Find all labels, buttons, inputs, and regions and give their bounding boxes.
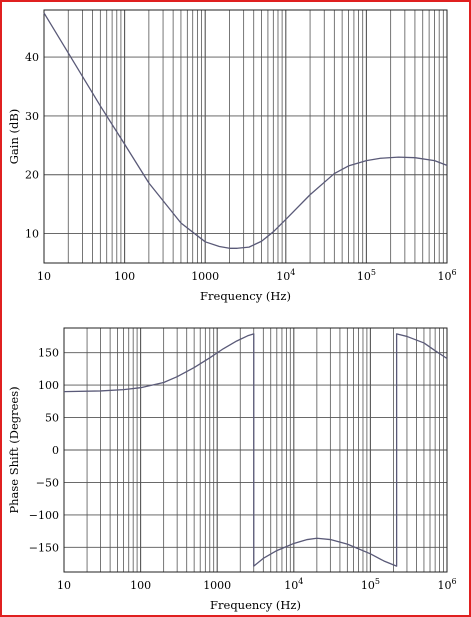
gain-series-line [43, 12, 448, 249]
phase-ytick-label: 150 [38, 347, 59, 360]
gain-xtick-label: 10 [37, 270, 51, 283]
phase-plot-frame [63, 327, 448, 573]
phase-ytick-label: 50 [45, 412, 59, 425]
phase-xtick-label: 10 [57, 579, 71, 592]
phase-xtick-label: 1000 [203, 579, 231, 592]
phase-xtick-label: 100 [130, 579, 151, 592]
gain-ytick-label: 10 [25, 228, 39, 241]
phase-series-line [63, 333, 448, 567]
gain-plot: 10 100 1000 104 105 106 10 20 30 40 Frequency (Hz)… [7, 9, 457, 303]
phase-ytick-label: −100 [29, 509, 59, 522]
phase-ytick-label: −150 [29, 541, 59, 554]
gain-x-axis-label: Frequency (Hz) [200, 289, 291, 303]
gain-grid [44, 10, 447, 263]
gain-xtick-label: 104 [276, 268, 295, 283]
phase-xtick-label: 106 [437, 577, 456, 592]
gain-xtick-label: 1000 [191, 270, 219, 283]
phase-xtick-label: 105 [361, 577, 380, 592]
phase-ytick-label: −50 [36, 476, 59, 489]
gain-ytick-label: 20 [25, 169, 39, 182]
gain-xtick-label: 106 [437, 268, 456, 283]
gain-y-axis-label: Gain (dB) [7, 109, 21, 165]
phase-grid [64, 328, 447, 572]
phase-plot: 10 100 1000 104 105 106 150 100 50 0 −50 −100 −150 Fr… [7, 327, 457, 612]
gain-plot-frame [43, 9, 448, 264]
phase-x-axis-label: Frequency (Hz) [210, 598, 301, 612]
gain-ytick-label: 40 [25, 51, 39, 64]
phase-ytick-label: 100 [38, 379, 59, 392]
gain-ytick-label: 30 [25, 110, 39, 123]
gain-xtick-label: 105 [357, 268, 376, 283]
phase-ytick-label: 0 [52, 444, 59, 457]
gain-xtick-label: 100 [114, 270, 135, 283]
phase-xtick-label: 104 [284, 577, 303, 592]
phase-y-axis-label: Phase Shift (Degrees) [7, 386, 21, 513]
